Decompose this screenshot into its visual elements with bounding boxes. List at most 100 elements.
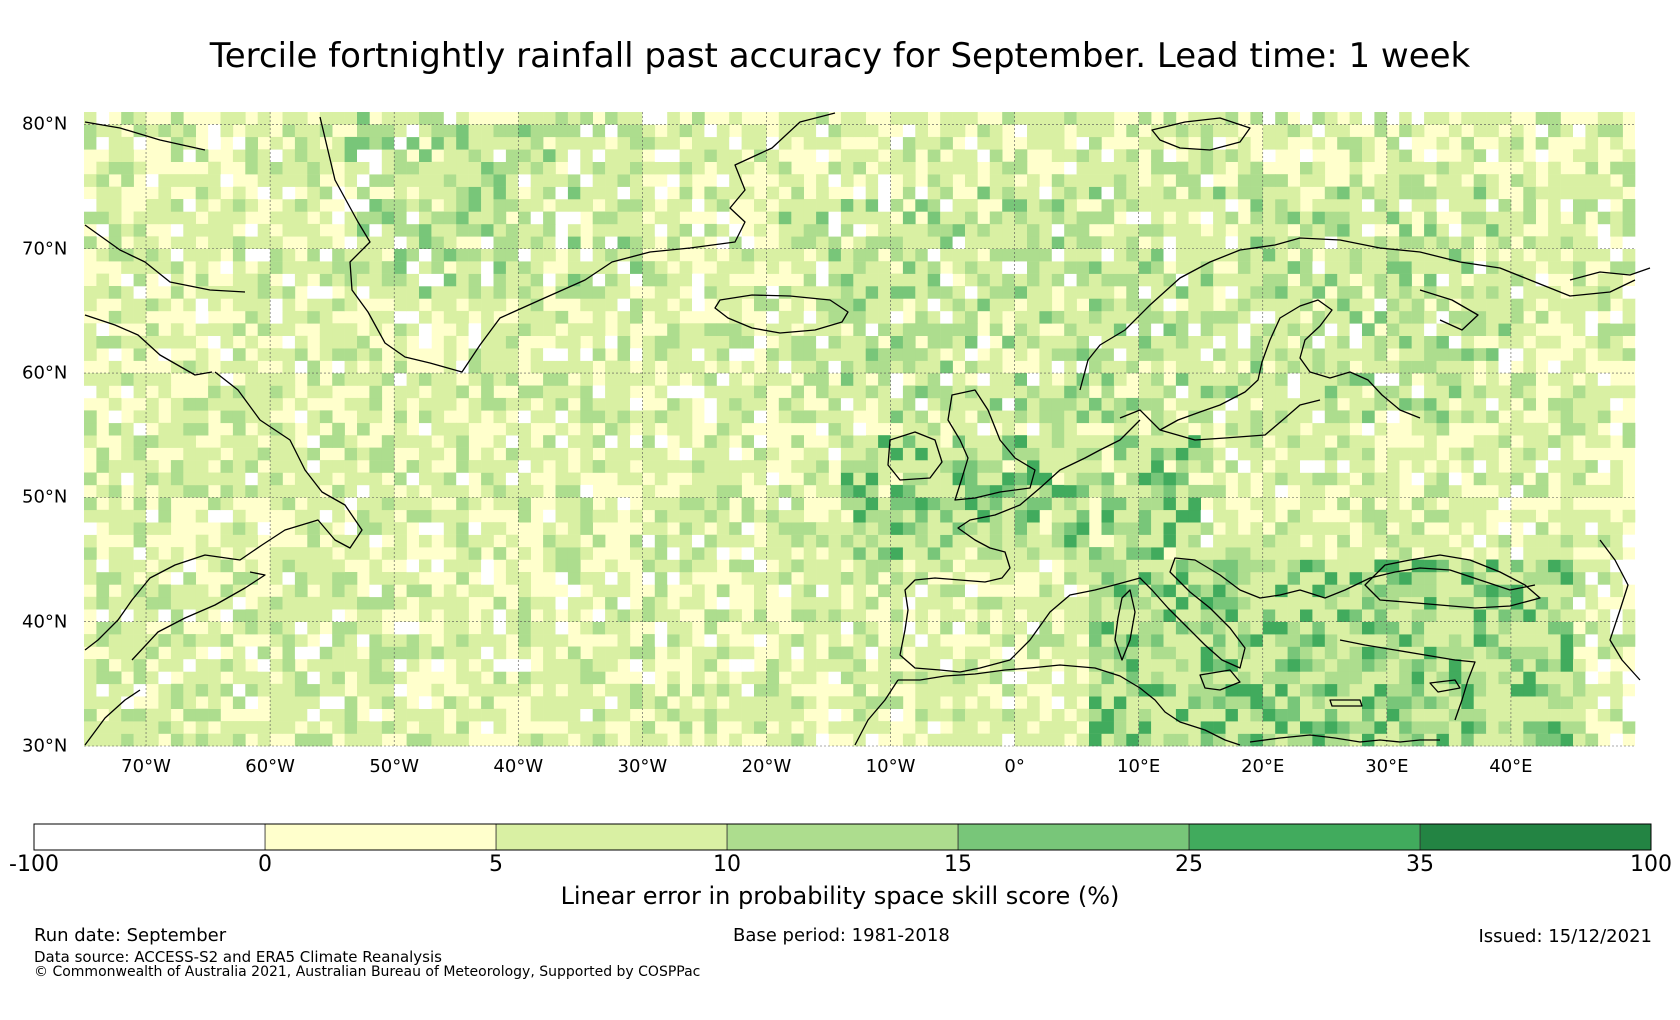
skill-cell bbox=[394, 124, 407, 138]
skill-cell bbox=[257, 609, 271, 622]
skill-cell bbox=[1324, 335, 1338, 349]
skill-cell bbox=[1473, 522, 1487, 535]
skill-cell bbox=[1386, 211, 1400, 225]
skill-cell bbox=[1461, 186, 1474, 200]
skill-cell bbox=[96, 161, 110, 175]
skill-cell bbox=[108, 335, 122, 349]
skill-cell bbox=[1051, 199, 1065, 212]
skill-cell bbox=[617, 323, 631, 336]
skill-cell bbox=[989, 360, 1003, 374]
skill-cell bbox=[803, 211, 817, 225]
skill-cell bbox=[803, 671, 817, 685]
skill-cell bbox=[1560, 373, 1574, 386]
skill-cell bbox=[679, 572, 693, 585]
skill-cell bbox=[1535, 236, 1549, 249]
skill-cell bbox=[1597, 323, 1611, 336]
skill-cell bbox=[1113, 497, 1127, 511]
skill-cell bbox=[1213, 708, 1226, 722]
skill-cell bbox=[195, 534, 209, 548]
skill-cell bbox=[1510, 547, 1524, 560]
skill-cell bbox=[344, 161, 358, 175]
skill-cell bbox=[406, 273, 420, 287]
skill-cell bbox=[1312, 385, 1326, 399]
skill-cell bbox=[319, 683, 333, 697]
skill-cell bbox=[357, 397, 370, 411]
skill-cell bbox=[642, 671, 656, 685]
skill-cell bbox=[1461, 708, 1474, 722]
skill-cell bbox=[679, 186, 693, 200]
skill-cell bbox=[158, 335, 172, 349]
skill-cell bbox=[1200, 509, 1214, 523]
skill-cell bbox=[443, 136, 457, 150]
skill-cell bbox=[1188, 671, 1201, 685]
skill-cell bbox=[902, 484, 916, 498]
skill-cell bbox=[1473, 472, 1487, 486]
skill-cell bbox=[307, 149, 320, 162]
skill-cell bbox=[828, 211, 842, 225]
skill-cell bbox=[195, 199, 209, 212]
skill-cell bbox=[543, 609, 556, 622]
skill-cell bbox=[952, 721, 966, 734]
skill-cell bbox=[989, 248, 1003, 262]
skill-cell bbox=[1237, 572, 1251, 585]
skill-cell bbox=[530, 248, 544, 262]
skill-cell bbox=[1027, 447, 1040, 461]
skill-cell bbox=[1610, 472, 1623, 486]
skill-cell bbox=[133, 646, 147, 660]
skill-cell bbox=[617, 410, 631, 424]
skill-cell bbox=[741, 659, 755, 672]
skill-cell bbox=[1275, 683, 1288, 697]
skill-cell bbox=[1051, 335, 1065, 349]
skill-cell bbox=[902, 596, 916, 610]
skill-cell bbox=[1597, 484, 1611, 498]
skill-cell bbox=[505, 335, 519, 349]
skill-cell bbox=[741, 348, 755, 361]
skill-cell bbox=[1002, 659, 1015, 672]
skill-cell bbox=[1461, 323, 1474, 336]
skill-cell bbox=[853, 360, 866, 374]
skill-cell bbox=[133, 112, 147, 125]
skill-cell bbox=[443, 174, 457, 187]
skill-cell bbox=[1337, 447, 1350, 461]
skill-cell bbox=[1362, 248, 1375, 262]
skill-cell bbox=[1175, 497, 1189, 511]
skill-cell bbox=[481, 609, 494, 622]
skill-cell bbox=[791, 534, 804, 548]
skill-cell bbox=[555, 397, 569, 411]
skill-cell bbox=[853, 310, 866, 324]
skill-cell bbox=[543, 310, 556, 324]
skill-cell bbox=[1113, 534, 1127, 548]
skill-cell bbox=[580, 733, 593, 747]
skill-cell bbox=[667, 161, 680, 175]
skill-cell bbox=[1151, 659, 1164, 672]
skill-cell bbox=[741, 248, 755, 262]
skill-cell bbox=[1225, 149, 1239, 162]
skill-cell bbox=[1498, 559, 1512, 573]
skill-cell bbox=[419, 609, 432, 622]
skill-cell bbox=[1188, 124, 1201, 138]
skill-cell bbox=[518, 261, 531, 274]
skill-cell bbox=[902, 733, 916, 747]
skill-cell bbox=[1138, 634, 1152, 647]
skill-cell bbox=[1535, 460, 1549, 473]
skill-cell bbox=[195, 472, 209, 486]
skill-cell bbox=[555, 596, 569, 610]
skill-cell bbox=[667, 385, 680, 399]
skill-cell bbox=[989, 385, 1003, 399]
skill-cell bbox=[1113, 373, 1127, 386]
skill-cell bbox=[580, 410, 593, 424]
skill-cell bbox=[1362, 559, 1375, 573]
skill-cell bbox=[1027, 298, 1040, 312]
skill-cell bbox=[1523, 683, 1536, 697]
skill-cell bbox=[977, 484, 991, 498]
skill-cell bbox=[282, 298, 296, 312]
skill-cell bbox=[84, 236, 97, 249]
coastline-arctic-russia bbox=[1569, 267, 1651, 281]
skill-cell bbox=[257, 683, 271, 697]
skill-cell bbox=[183, 484, 196, 498]
skill-cell bbox=[1461, 248, 1474, 262]
skill-cell bbox=[1089, 248, 1102, 262]
skill-cell bbox=[1064, 522, 1077, 535]
skill-cell bbox=[282, 683, 296, 697]
skill-cell bbox=[1548, 659, 1561, 672]
